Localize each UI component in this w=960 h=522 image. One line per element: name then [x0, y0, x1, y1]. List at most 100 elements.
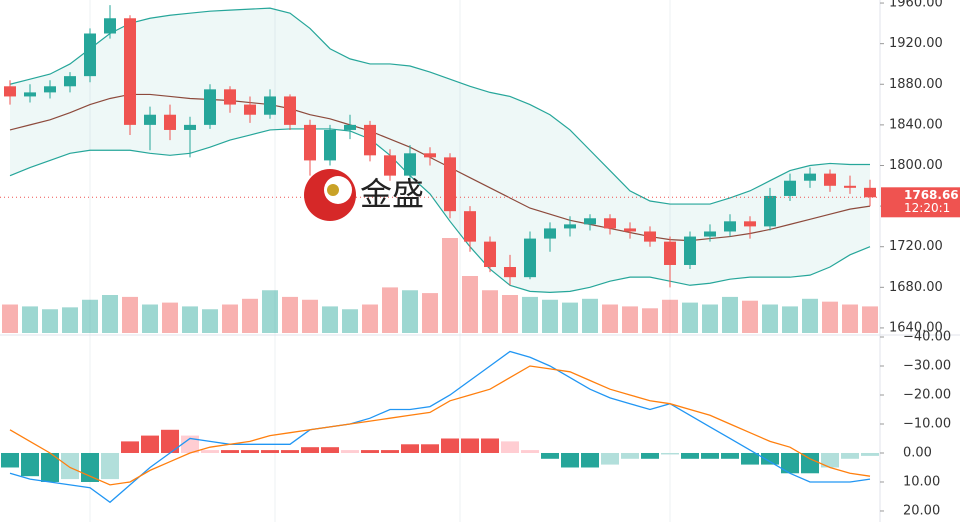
- y-tick-label: 1720.00: [889, 239, 943, 254]
- y-tick-label: 10.00: [903, 474, 940, 489]
- volume-bar: [822, 301, 838, 333]
- volume-bar: [562, 302, 578, 333]
- candle-body: [404, 153, 416, 176]
- histogram-bar: [701, 452, 719, 459]
- y-tick-label: 1920.00: [889, 36, 943, 51]
- y-tick-label: 1880.00: [889, 77, 943, 92]
- volume-bar: [842, 304, 858, 333]
- y-tick-label: −10.00: [903, 416, 951, 431]
- histogram-bar: [621, 452, 639, 459]
- histogram-bar: [61, 452, 79, 480]
- y-tick-label: −20.00: [903, 387, 951, 402]
- volume-bar: [302, 299, 318, 333]
- volume-bar: [782, 306, 798, 333]
- volume-bar: [262, 290, 278, 333]
- volume-bar: [442, 238, 458, 333]
- histogram-bar: [721, 452, 739, 459]
- candle-body: [424, 153, 436, 158]
- histogram-bar: [581, 452, 599, 468]
- candle-body: [644, 231, 656, 242]
- candle-body: [284, 96, 296, 125]
- volume-bar: [662, 299, 678, 333]
- candle-body: [324, 129, 336, 161]
- candle-body: [844, 185, 856, 188]
- band-fill: [10, 8, 870, 293]
- histogram-bar: [21, 452, 39, 477]
- candle-body: [384, 155, 396, 176]
- band-line: [9, 93, 871, 242]
- histogram-bar: [221, 450, 239, 453]
- histogram-bar: [1, 452, 19, 468]
- volume-bar: [122, 296, 138, 333]
- histogram-bar: [861, 452, 879, 456]
- logo-dot: [327, 184, 339, 196]
- volume-bar: [762, 304, 778, 333]
- volume-bar: [322, 306, 338, 333]
- volume-bar: [682, 302, 698, 333]
- last-time-label: 12:20:1: [904, 201, 950, 215]
- histogram-bar: [501, 441, 519, 453]
- volume-bar: [22, 306, 38, 333]
- histogram-bar: [301, 447, 319, 453]
- histogram-bar: [161, 429, 179, 453]
- candle-body: [664, 241, 676, 265]
- histogram-bar: [641, 452, 659, 459]
- volume-bar: [642, 308, 658, 333]
- candle-body: [784, 180, 796, 196]
- histogram-bar: [541, 452, 559, 459]
- volume-bar: [502, 295, 518, 333]
- candle-body: [244, 104, 256, 115]
- histogram-bar: [41, 452, 59, 482]
- histogram-bar: [201, 450, 219, 453]
- histogram-bar: [821, 452, 839, 468]
- candle-body: [264, 96, 276, 115]
- candle-body: [624, 228, 636, 232]
- histogram-bar: [841, 452, 859, 459]
- candle-body: [564, 224, 576, 229]
- histogram-bar: [381, 450, 399, 453]
- candle-body: [584, 218, 596, 225]
- volume-bar: [342, 309, 358, 333]
- histogram-bar: [101, 452, 119, 480]
- histogram-bar: [681, 452, 699, 459]
- candle-body: [124, 18, 136, 125]
- histogram-bar: [761, 452, 779, 465]
- volume-bar: [42, 309, 58, 333]
- candle-body: [704, 231, 716, 237]
- candle-body: [544, 228, 556, 239]
- histogram-bar: [741, 452, 759, 465]
- volume-bar: [362, 304, 378, 333]
- candle-body: [724, 221, 736, 232]
- histogram-bar: [481, 438, 499, 453]
- volume-bar: [462, 276, 478, 333]
- candle-body: [184, 124, 196, 130]
- logo: 金盛: [304, 169, 424, 221]
- histogram-bar: [81, 452, 99, 482]
- candle-body: [304, 124, 316, 161]
- y-tick-label: 1960.00: [889, 0, 943, 11]
- histogram-bar: [121, 441, 139, 453]
- candle-body: [44, 86, 56, 93]
- band-line: [9, 7, 870, 205]
- volume-bar: [282, 296, 298, 333]
- volume-bar: [702, 304, 718, 333]
- volume-bar: [2, 304, 18, 333]
- volume-bar: [422, 293, 438, 333]
- candle-body: [84, 33, 96, 77]
- histogram-bar: [361, 450, 379, 453]
- y-tick-label: 1840.00: [889, 117, 943, 132]
- candle-body: [744, 221, 756, 227]
- volume-bar: [862, 306, 878, 333]
- candle-body: [4, 86, 16, 97]
- candle-body: [64, 76, 76, 87]
- volume-bar: [602, 304, 618, 333]
- last-price-label: 1768.66: [904, 188, 959, 202]
- candle-body: [864, 187, 876, 198]
- candle-body: [684, 236, 696, 265]
- candle-body: [364, 124, 376, 156]
- histogram-bar: [661, 452, 679, 455]
- histogram-bar: [781, 452, 799, 474]
- histogram-bar: [561, 452, 579, 468]
- volume-bar: [82, 299, 98, 333]
